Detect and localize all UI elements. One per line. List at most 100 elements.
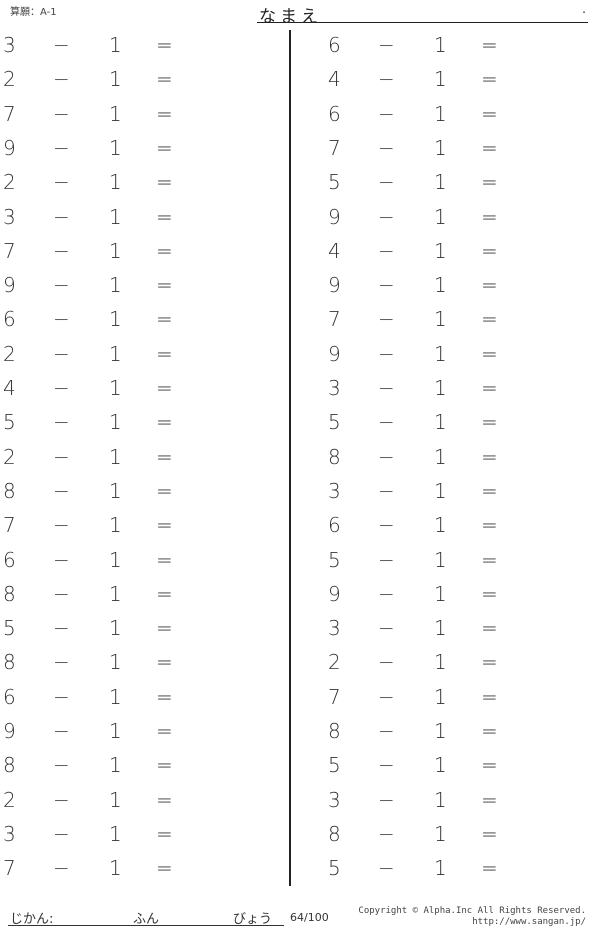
number: 6 <box>3 547 16 572</box>
number: 2 <box>3 341 16 366</box>
subtrahend: 1 <box>109 581 122 606</box>
minus-sign: − <box>378 650 395 675</box>
minus-sign: − <box>378 238 395 263</box>
minus-sign: − <box>53 33 70 57</box>
name-label: なまえ <box>259 7 322 27</box>
equals-sign: = <box>481 478 498 503</box>
subtrahend: 1 <box>109 101 122 126</box>
minus-sign: − <box>53 238 70 263</box>
number: 6 <box>328 513 341 538</box>
minus-sign: − <box>378 101 395 126</box>
subtrahend: 1 <box>434 410 447 435</box>
number: 8 <box>3 581 16 606</box>
copyright: Copyright © Alpha.Inc All Rights Reserve… <box>358 906 586 928</box>
subtrahend: 1 <box>109 753 122 778</box>
subtrahend: 1 <box>109 821 122 846</box>
minus-sign: − <box>53 341 70 366</box>
equals-sign: = <box>156 753 173 778</box>
subtrahend: 1 <box>434 170 447 195</box>
equals-sign: = <box>481 410 498 435</box>
equals-sign: = <box>156 547 173 572</box>
subtrahend: 1 <box>434 444 447 469</box>
equals-sign: = <box>481 204 498 229</box>
minus-sign: − <box>53 478 70 503</box>
number: 9 <box>328 204 341 229</box>
number: 5 <box>328 170 341 195</box>
equals-sign: = <box>156 238 173 263</box>
number: 4 <box>3 376 16 400</box>
equals-sign: = <box>481 719 498 743</box>
minus-sign: − <box>378 547 395 572</box>
subtrahend: 1 <box>434 67 447 92</box>
minus-sign: − <box>53 513 70 538</box>
subtrahend: 1 <box>434 478 447 503</box>
subtrahend: 1 <box>109 204 122 229</box>
subtrahend: 1 <box>434 376 447 400</box>
minus-sign: − <box>53 581 70 606</box>
minus-sign: − <box>378 307 395 332</box>
number: 3 <box>3 821 16 846</box>
subtrahend: 1 <box>109 410 122 435</box>
subtrahend: 1 <box>434 33 447 57</box>
equals-sign: = <box>156 821 173 846</box>
subtrahend: 1 <box>109 719 122 743</box>
number: 2 <box>3 787 16 812</box>
number: 5 <box>3 410 16 435</box>
minus-sign: − <box>378 135 395 160</box>
equals-sign: = <box>156 444 173 469</box>
equals-sign: = <box>156 719 173 743</box>
number: 2 <box>3 67 16 92</box>
minus-sign: − <box>378 410 395 435</box>
subtrahend: 1 <box>109 135 122 160</box>
minus-sign: − <box>53 821 70 846</box>
number: 5 <box>328 547 341 572</box>
subtrahend: 1 <box>109 238 122 263</box>
number: 9 <box>328 581 341 606</box>
subtrahend: 1 <box>109 547 122 572</box>
minus-sign: − <box>53 307 70 332</box>
number: 7 <box>3 101 16 126</box>
subtrahend: 1 <box>434 238 447 263</box>
minus-sign: − <box>53 273 70 298</box>
subtrahend: 1 <box>109 307 122 332</box>
subtrahend: 1 <box>109 273 122 298</box>
subtrahend: 1 <box>434 616 447 641</box>
subtrahend: 1 <box>434 307 447 332</box>
equals-sign: = <box>156 616 173 641</box>
minus-sign: − <box>53 376 70 400</box>
copyright-text: Copyright © Alpha.Inc All Rights Reserve… <box>358 906 586 916</box>
equals-sign: = <box>156 67 173 92</box>
minus-sign: − <box>53 753 70 778</box>
equals-sign: = <box>481 170 498 195</box>
number: 4 <box>328 67 341 92</box>
minus-sign: − <box>378 33 395 57</box>
minus-sign: − <box>378 719 395 743</box>
equals-sign: = <box>481 444 498 469</box>
number: 9 <box>328 273 341 298</box>
number: 9 <box>3 719 16 743</box>
number: 6 <box>3 684 16 709</box>
equals-sign: = <box>481 513 498 538</box>
minus-sign: − <box>378 444 395 469</box>
minus-sign: − <box>53 856 70 881</box>
equals-sign: = <box>156 581 173 606</box>
minus-sign: − <box>53 616 70 641</box>
name-dot: . <box>582 2 586 16</box>
number: 8 <box>3 650 16 675</box>
equals-sign: = <box>156 478 173 503</box>
time-label: じかん: <box>10 912 54 927</box>
number: 7 <box>328 684 341 709</box>
subtrahend: 1 <box>434 204 447 229</box>
number: 7 <box>328 307 341 332</box>
equals-sign: = <box>481 753 498 778</box>
subtrahend: 1 <box>434 341 447 366</box>
subtrahend: 1 <box>434 856 447 881</box>
equals-sign: = <box>156 341 173 366</box>
minus-sign: − <box>53 444 70 469</box>
number: 4 <box>328 238 341 263</box>
number: 8 <box>3 753 16 778</box>
minus-sign: − <box>378 856 395 881</box>
equals-sign: = <box>481 787 498 812</box>
number: 8 <box>328 444 341 469</box>
minus-sign: − <box>378 341 395 366</box>
